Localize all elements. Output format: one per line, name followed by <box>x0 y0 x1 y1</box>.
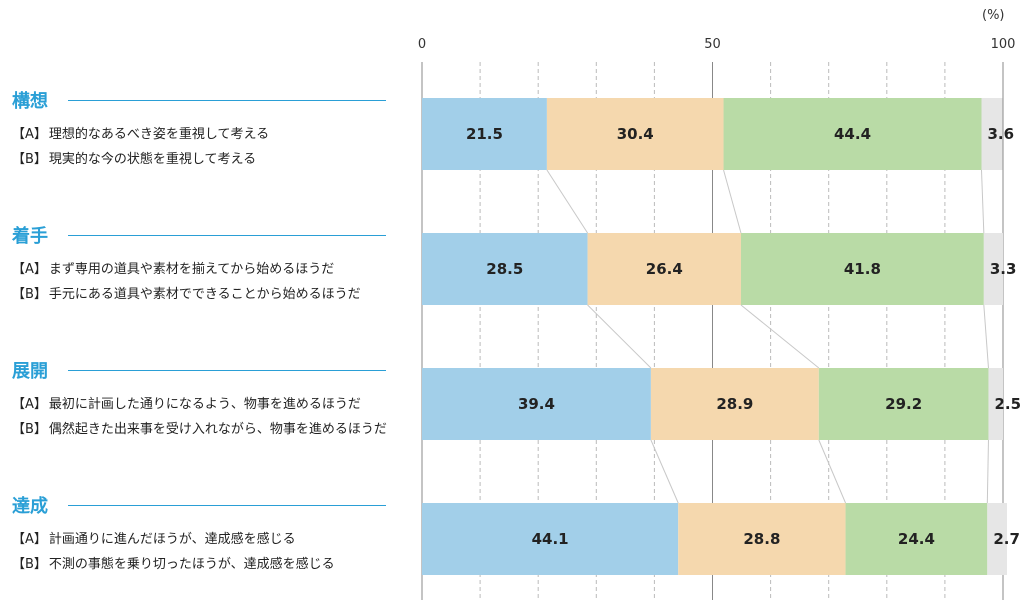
bar-segment <box>981 98 1003 170</box>
group-chakushu: 着手 【A】 まず専用の道具や素材を揃えてから始めるほうだ 【B】 手元にある道… <box>12 222 392 304</box>
data-label: 44.4 <box>834 125 871 143</box>
bar-segment <box>723 98 982 170</box>
option-a-text: 理想的なあるべき姿を重視して考える <box>48 127 270 142</box>
option-b-tag: 【B】 <box>12 152 47 167</box>
data-label: 21.5 <box>466 125 503 143</box>
option-b-tag: 【B】 <box>12 287 47 302</box>
option-a-tag: 【A】 <box>12 397 47 412</box>
bar-segment <box>983 233 1003 305</box>
option-b-tag: 【B】 <box>12 557 47 572</box>
data-label: 2.7 <box>993 530 1020 548</box>
connector-line <box>981 169 985 234</box>
group-kousou: 構想 【A】 理想的なあるべき姿を重視して考える 【B】 現実的な今の状態を重視… <box>12 87 392 169</box>
connector-line <box>546 169 589 234</box>
connector-line <box>587 304 652 369</box>
data-label: 2.5 <box>994 395 1021 413</box>
option-b: 【B】 偶然起きた出来事を受け入れながら、物事を進めるほうだ <box>12 420 392 439</box>
group-title: 達成 <box>12 496 48 517</box>
data-label: 24.4 <box>898 530 935 548</box>
option-b-text: 現実的な今の状態を重視して考える <box>48 152 257 167</box>
bar-segment <box>818 368 989 440</box>
connector-line <box>818 439 847 504</box>
data-label: 28.5 <box>486 260 523 278</box>
option-a-tag: 【A】 <box>12 262 47 277</box>
bar-segment <box>422 233 588 305</box>
x-tick-label: 100 <box>991 37 1016 52</box>
data-label: 41.8 <box>844 260 881 278</box>
data-label: 3.6 <box>988 125 1015 143</box>
option-b: 【B】 不測の事態を乗り切ったほうが、達成感を感じる <box>12 555 392 574</box>
bar-segment <box>650 368 819 440</box>
data-label: 3.3 <box>990 260 1017 278</box>
data-label: 30.4 <box>617 125 654 143</box>
option-a-text: 計画通りに進んだほうが、達成感を感じる <box>48 532 296 547</box>
heading-rule <box>68 99 386 101</box>
x-tick-label: 0 <box>418 37 426 52</box>
x-tick-label: 50 <box>704 37 721 52</box>
option-b-text: 手元にある道具や素材でできることから始めるほうだ <box>48 287 361 302</box>
bar-segment <box>987 503 1007 575</box>
connector-line <box>740 304 820 369</box>
option-a-text: まず専用の道具や素材を揃えてから始めるほうだ <box>48 262 335 277</box>
heading-rule <box>68 369 386 371</box>
group-title: 構想 <box>12 91 48 112</box>
option-b-text: 不測の事態を乗り切ったほうが、達成感を感じる <box>48 557 335 572</box>
option-a: 【A】 理想的なあるべき姿を重視して考える <box>12 125 392 144</box>
group-tenkai: 展開 【A】 最初に計画した通りになるよう、物事を進めるほうだ 【B】 偶然起き… <box>12 357 392 439</box>
data-label: 29.2 <box>885 395 922 413</box>
option-a-tag: 【A】 <box>12 127 47 142</box>
option-a: 【A】 まず専用の道具や素材を揃えてから始めるほうだ <box>12 260 392 279</box>
option-a-text: 最初に計画した通りになるよう、物事を進めるほうだ <box>48 397 361 412</box>
bar-segment <box>422 503 679 575</box>
bar-segment <box>845 503 988 575</box>
group-title: 展開 <box>12 361 48 382</box>
connector-line <box>986 439 989 504</box>
bar-segment <box>988 368 1003 440</box>
option-b-text: 偶然起きた出来事を受け入れながら、物事を進めるほうだ <box>48 422 387 437</box>
heading-rule <box>68 234 386 236</box>
option-a-tag: 【A】 <box>12 532 47 547</box>
connector-line <box>650 439 679 504</box>
option-b: 【B】 手元にある道具や素材でできることから始めるほうだ <box>12 285 392 304</box>
data-label: 28.9 <box>716 395 753 413</box>
connector-line <box>723 169 742 234</box>
data-label: 28.8 <box>743 530 780 548</box>
group-tassei: 達成 【A】 計画通りに進んだほうが、達成感を感じる 【B】 不測の事態を乗り切… <box>12 492 392 574</box>
option-b: 【B】 現実的な今の状態を重視して考える <box>12 150 392 169</box>
data-label: 44.1 <box>532 530 569 548</box>
unit-label: (%) <box>982 8 1005 23</box>
group-title: 着手 <box>12 226 48 247</box>
bar-segment <box>678 503 846 575</box>
option-a: 【A】 計画通りに進んだほうが、達成感を感じる <box>12 530 392 549</box>
bar-segment <box>740 233 984 305</box>
data-label: 39.4 <box>518 395 555 413</box>
option-a: 【A】 最初に計画した通りになるよう、物事を進めるほうだ <box>12 395 392 414</box>
bar-segment <box>546 98 724 170</box>
option-b-tag: 【B】 <box>12 422 47 437</box>
connector-line <box>983 304 989 369</box>
data-label: 26.4 <box>646 260 683 278</box>
heading-rule <box>68 504 386 506</box>
bar-segment <box>422 368 651 440</box>
bar-segment <box>587 233 741 305</box>
bar-segment <box>422 98 547 170</box>
